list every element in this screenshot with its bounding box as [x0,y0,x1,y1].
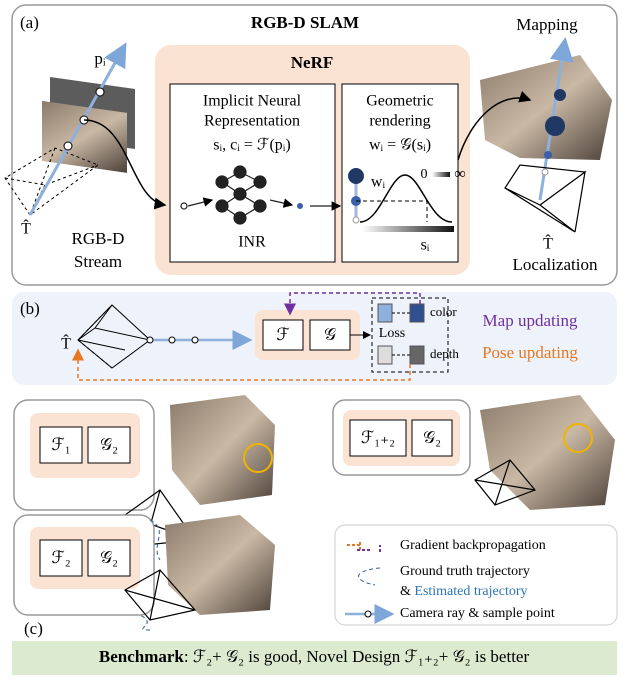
banner [12,641,617,675]
label: (c) [24,619,43,638]
network-icon [180,165,342,225]
map-image [480,55,612,160]
text: Estimated trajectory [414,584,527,599]
f-box: ℱ [276,325,289,344]
inr-box [169,83,336,263]
depth-label: depth [430,346,459,361]
equation: sᵢ, cᵢ = ℱ(pᵢ) [213,137,290,154]
title: RGB-D SLAM [251,13,359,32]
f-box: ℱ₁₊₂ [361,428,395,447]
loss-label: Loss [379,326,405,341]
text: & [400,584,414,599]
label: (b) [20,299,40,318]
map-updating: Map updating [483,311,578,330]
legend-gradient: Gradient backpropagation [400,538,546,553]
infinity: ∞ [454,166,465,183]
text: Benchmark [99,647,185,666]
f-box: ℱ₁ [51,435,70,454]
equation: wᵢ = 𝒢(sᵢ) [369,137,431,154]
panel-a: (a) RGB-D SLAM NeRF Implicit Neural Repr… [4,4,618,286]
t-hat: T̂ [21,219,31,238]
text: Representation [204,113,300,130]
legend-gt: Ground truth trajectory [400,564,530,579]
t-hat: T̂ [61,334,71,353]
color-label: color [430,304,457,319]
g-box: 𝒢₂ [423,428,441,447]
t-hat: T̂ [543,234,553,253]
text: : ℱ₂+ 𝒢₂ is good, Novel Design ℱ₁₊₂+ 𝒢₂ … [184,647,530,666]
pose-updating: Pose updating [482,343,578,362]
g-box: 𝒢₂ [100,548,118,567]
f-box: ℱ₂ [51,548,70,567]
g-box: 𝒢₂ [100,435,118,454]
banner-text: Benchmark: ℱ₂+ 𝒢₂ is good, Novel Design … [99,647,530,666]
mapping-label: Mapping [516,15,578,34]
stream-label: RGB-D [72,229,125,248]
stream-label: Stream [74,252,122,271]
panel-b: (b) T̂ ℱ 𝒢 Loss color depth Map updating… [12,292,617,385]
camera-frustum [504,164,587,233]
legend-ray: Camera ray & sample point [400,606,555,621]
nerf-title: NeRF [291,53,333,72]
zero: 0 [421,167,428,182]
weight-curve [348,168,454,232]
camera-ray [28,42,127,216]
text: Geometric [366,93,434,110]
panel-c: ℱ₁ 𝒢₂ ℱ₁₊₂ 𝒢₂ ℱ₂ 𝒢₂ (c) Gradient backpro… [13,395,618,638]
text: rendering [369,113,430,130]
g-box: 𝒢 [324,325,336,344]
text: Implicit Neural [203,93,302,110]
localization-label: Localization [513,255,598,274]
inr-label: INR [238,234,266,251]
w-label: wᵢ [371,174,386,191]
p-label: pᵢ [94,49,106,68]
s-label: sᵢ [421,237,430,254]
legend-est: & Estimated trajectory [400,584,528,599]
label: (a) [20,13,39,32]
